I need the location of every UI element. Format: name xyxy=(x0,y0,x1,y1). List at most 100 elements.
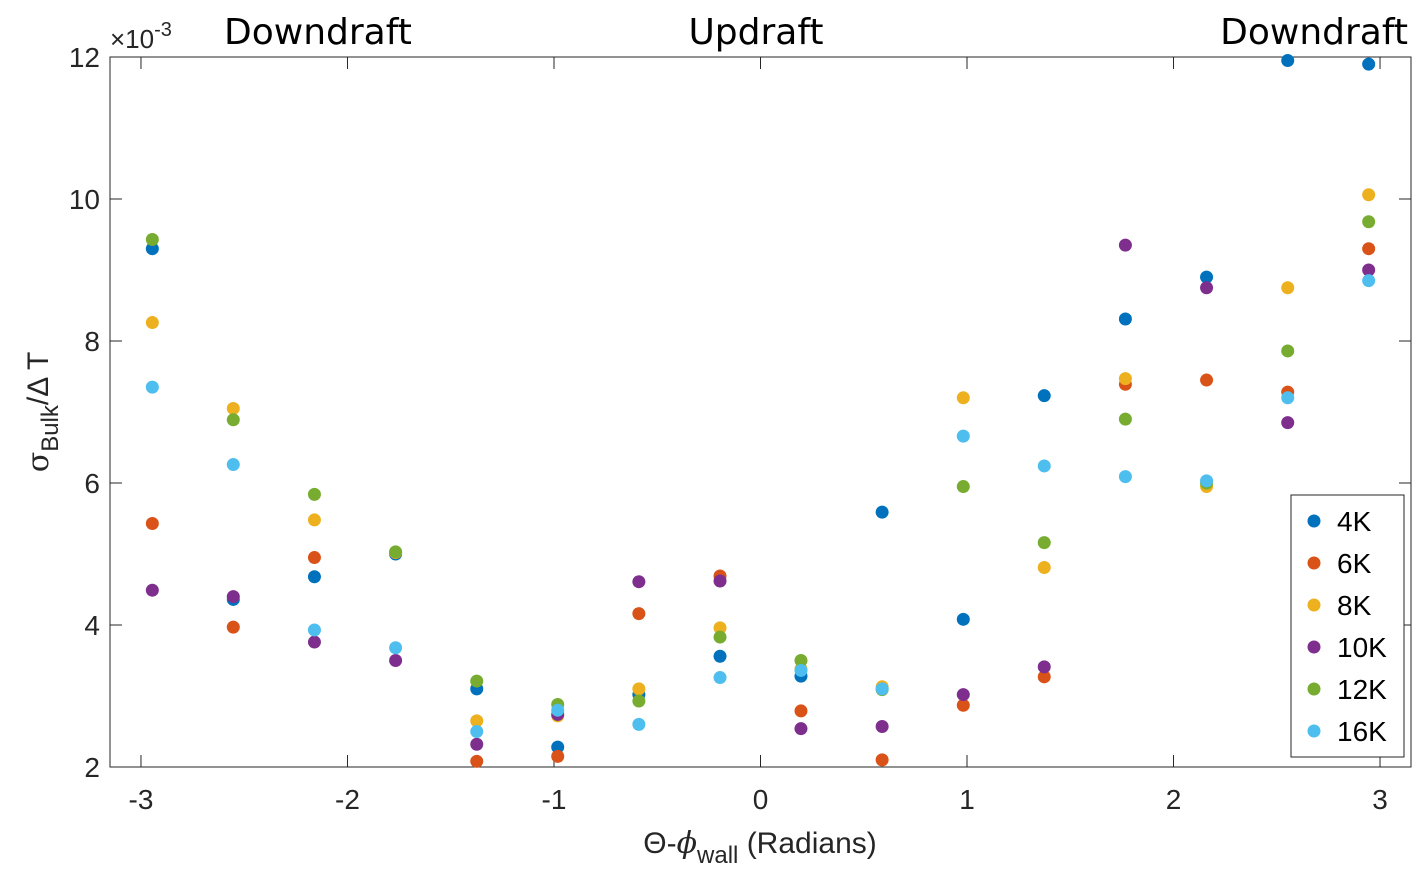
point-10K xyxy=(1200,281,1214,295)
annotation-updraft: Updraft xyxy=(688,12,823,53)
point-10K xyxy=(389,654,403,667)
point-4K xyxy=(551,740,565,754)
legend-marker-12K xyxy=(1307,682,1321,696)
point-10K xyxy=(1037,660,1051,674)
point-16K xyxy=(875,682,889,696)
point-10K xyxy=(1281,416,1295,430)
point-12K xyxy=(226,413,240,427)
point-12K xyxy=(145,232,159,246)
point-6K xyxy=(226,620,240,634)
point-10K xyxy=(713,574,727,588)
y-multiplier-prefix: ×10 xyxy=(110,24,154,54)
point-16K xyxy=(389,641,403,655)
point-4K xyxy=(1281,54,1295,68)
point-16K xyxy=(1281,391,1295,405)
point-10K xyxy=(226,590,240,604)
legend-box xyxy=(1290,494,1405,758)
point-10K xyxy=(470,737,484,751)
legend-marker-4K xyxy=(1307,514,1321,528)
point-10K xyxy=(1118,238,1132,252)
legend-label-10K: 10K xyxy=(1337,632,1387,663)
point-16K xyxy=(632,717,646,731)
point-6K xyxy=(470,754,484,768)
point-6K xyxy=(632,607,646,621)
point-6K xyxy=(1200,373,1214,387)
data-points xyxy=(145,54,1376,768)
point-8K xyxy=(713,621,727,635)
point-12K xyxy=(1281,344,1295,358)
point-6K xyxy=(307,551,321,565)
x-tick-label: 3 xyxy=(1372,784,1388,815)
point-10K xyxy=(307,635,321,649)
x-tick-label: 2 xyxy=(1166,784,1182,815)
point-4K xyxy=(1118,312,1132,326)
point-8K xyxy=(307,513,321,527)
legend-marker-16K xyxy=(1307,724,1321,738)
point-8K xyxy=(1118,372,1132,386)
point-4K xyxy=(875,505,889,519)
point-12K xyxy=(1118,412,1132,426)
point-16K xyxy=(1037,459,1051,473)
point-10K xyxy=(956,688,970,702)
x-tick-label: -1 xyxy=(542,784,567,815)
y-tick-labels: 2 4 6 8 10 12 xyxy=(69,42,100,783)
y-tick-label: 12 xyxy=(69,42,100,73)
series-6K xyxy=(145,242,1376,768)
x-axis-label-main: Θ- xyxy=(643,827,676,860)
x-tick-labels: -3 -2 -1 0 1 2 3 xyxy=(129,784,1388,815)
point-8K xyxy=(956,391,970,405)
series-10K xyxy=(145,238,1376,751)
point-8K xyxy=(1281,281,1295,295)
point-16K xyxy=(1200,474,1214,488)
point-16K xyxy=(713,671,727,685)
point-16K xyxy=(470,725,484,738)
point-12K xyxy=(470,674,484,688)
series-16K xyxy=(145,274,1376,738)
legend-marker-8K xyxy=(1307,598,1321,612)
point-16K xyxy=(1362,274,1376,288)
x-axis-label-subscript: wall xyxy=(696,842,738,869)
point-16K xyxy=(551,703,565,717)
point-16K xyxy=(226,458,240,472)
legend-label-16K: 16K xyxy=(1337,716,1387,747)
legend-label-4K: 4K xyxy=(1337,506,1372,537)
legend-label-8K: 8K xyxy=(1337,590,1372,621)
x-tick-label: -3 xyxy=(129,784,154,815)
point-16K xyxy=(794,663,808,677)
point-6K xyxy=(551,749,565,763)
legend: 4K 6K 8K 10K 12K 16K xyxy=(1290,494,1405,758)
point-12K xyxy=(389,545,403,559)
plot-area xyxy=(109,56,1412,768)
point-12K xyxy=(794,654,808,667)
y-tick-label: 2 xyxy=(84,752,100,783)
y-axis-label-subscript: Bulk xyxy=(37,404,64,452)
x-axis-label: Θ-ϕwall (Radians) xyxy=(643,826,877,869)
point-8K xyxy=(632,682,646,696)
point-4K xyxy=(145,242,159,256)
axis-ticks xyxy=(110,56,1411,768)
series-4K xyxy=(145,54,1376,754)
point-6K xyxy=(875,753,889,767)
point-4K xyxy=(1037,389,1051,403)
y-axis-label-rest: /Δ T xyxy=(22,352,55,405)
annotation-downdraft-right: Downdraft xyxy=(1220,12,1408,53)
point-6K xyxy=(1037,670,1051,684)
point-12K xyxy=(632,694,646,708)
y-multiplier-exponent: -3 xyxy=(154,19,172,41)
point-12K xyxy=(1037,536,1051,550)
point-12K xyxy=(713,630,727,644)
legend-label-12K: 12K xyxy=(1337,674,1387,705)
point-16K xyxy=(145,380,159,394)
legend-marker-10K xyxy=(1307,640,1321,654)
legend-label-6K: 6K xyxy=(1337,548,1372,579)
y-tick-label: 10 xyxy=(69,184,100,215)
point-16K xyxy=(1118,470,1132,484)
point-16K xyxy=(307,623,321,637)
point-6K xyxy=(1362,242,1376,256)
point-8K xyxy=(470,714,484,728)
point-10K xyxy=(145,583,159,597)
point-12K xyxy=(1362,215,1376,229)
point-10K xyxy=(794,722,808,736)
point-4K xyxy=(956,612,970,626)
point-6K xyxy=(956,698,970,712)
